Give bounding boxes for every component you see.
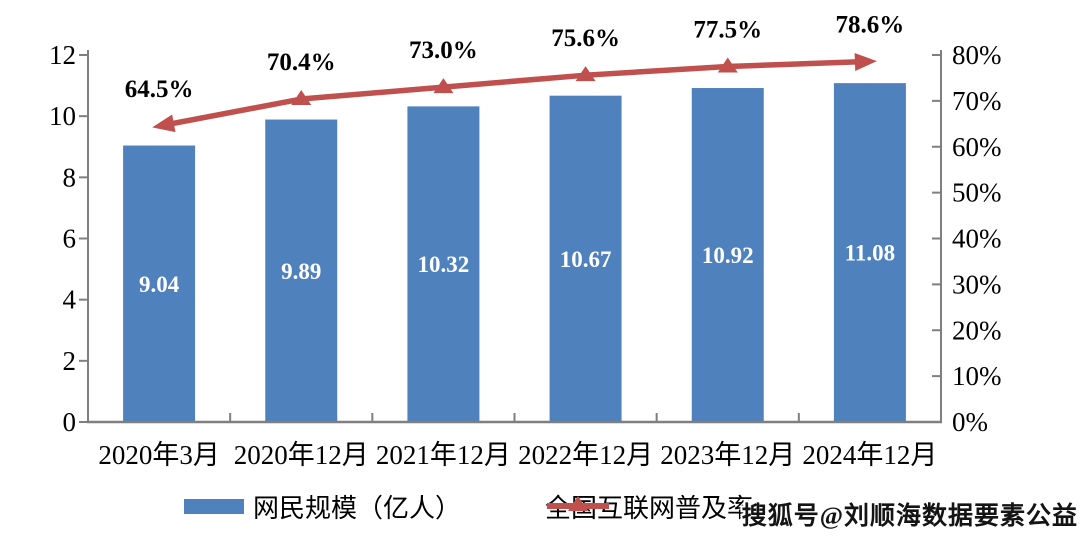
percent-data-label: 70.4% xyxy=(267,49,336,76)
line-series-marker-icon xyxy=(547,496,609,511)
percent-data-label: 73.0% xyxy=(409,37,478,64)
penetration-rate-line xyxy=(152,52,877,133)
right-axis-tick-label: 0% xyxy=(952,407,988,437)
bar xyxy=(833,83,906,423)
bar-series-swatch-icon xyxy=(184,498,244,514)
percent-data-label: 75.6% xyxy=(551,25,620,52)
watermark: 搜狐号@刘顺海数据要素公益 xyxy=(741,503,1078,530)
triangle-marker-icon xyxy=(717,57,738,73)
category-label: 2021年12月 xyxy=(376,440,511,470)
category-label: 2023年12月 xyxy=(660,440,795,470)
percent-data-label: 78.6% xyxy=(836,11,905,38)
left-axis-tick-label: 2 xyxy=(63,346,77,376)
triangle-marker-icon xyxy=(433,78,454,94)
right-axis-tick-label: 10% xyxy=(952,361,1002,391)
legend-item-bar: 网民规模（亿人） xyxy=(184,494,461,523)
bar-value-label: 10.67 xyxy=(560,247,612,272)
right-axis-tick-label: 40% xyxy=(952,224,1002,254)
bar-value-label: 9.04 xyxy=(139,272,180,297)
right-axis-tick-label: 20% xyxy=(952,315,1002,345)
bar-series-legend-label: 网民规模（亿人） xyxy=(253,493,462,523)
right-axis-tick-label: 70% xyxy=(952,86,1002,116)
percent-data-label: 77.5% xyxy=(693,16,762,43)
category-label: 2020年12月 xyxy=(234,440,369,470)
category-label: 2020年3月 xyxy=(98,440,220,470)
left-axis-tick-label: 6 xyxy=(63,224,77,254)
legend-item-line: 全国互联网普及率 xyxy=(545,494,753,523)
left-axis-tick-label: 8 xyxy=(63,162,77,192)
right-axis-tick-label: 60% xyxy=(952,132,1002,162)
bar xyxy=(265,119,338,423)
bar-value-label: 9.89 xyxy=(281,259,321,284)
left-axis-tick-label: 0 xyxy=(63,407,77,437)
bar-value-label: 10.32 xyxy=(418,252,470,277)
bar xyxy=(549,95,622,422)
left-axis-tick-label: 4 xyxy=(63,285,77,315)
percent-data-label: 64.5% xyxy=(125,76,194,103)
category-label: 2024年12月 xyxy=(802,440,937,470)
left-axis-tick-label: 10 xyxy=(49,101,76,131)
right-axis-tick-label: 80% xyxy=(952,40,1002,70)
right-axis-tick-label: 30% xyxy=(952,269,1002,299)
bar-value-label: 10.92 xyxy=(702,243,754,268)
left-axis-tick-label: 12 xyxy=(49,40,76,70)
bar-value-label: 11.08 xyxy=(845,241,895,266)
bar xyxy=(407,106,480,422)
bar xyxy=(691,88,764,422)
bar xyxy=(123,145,196,422)
triangle-marker-icon xyxy=(575,66,596,82)
right-axis-tick-label: 50% xyxy=(952,178,1002,208)
category-label: 2022年12月 xyxy=(518,440,653,470)
triangle-marker-icon xyxy=(291,90,312,106)
